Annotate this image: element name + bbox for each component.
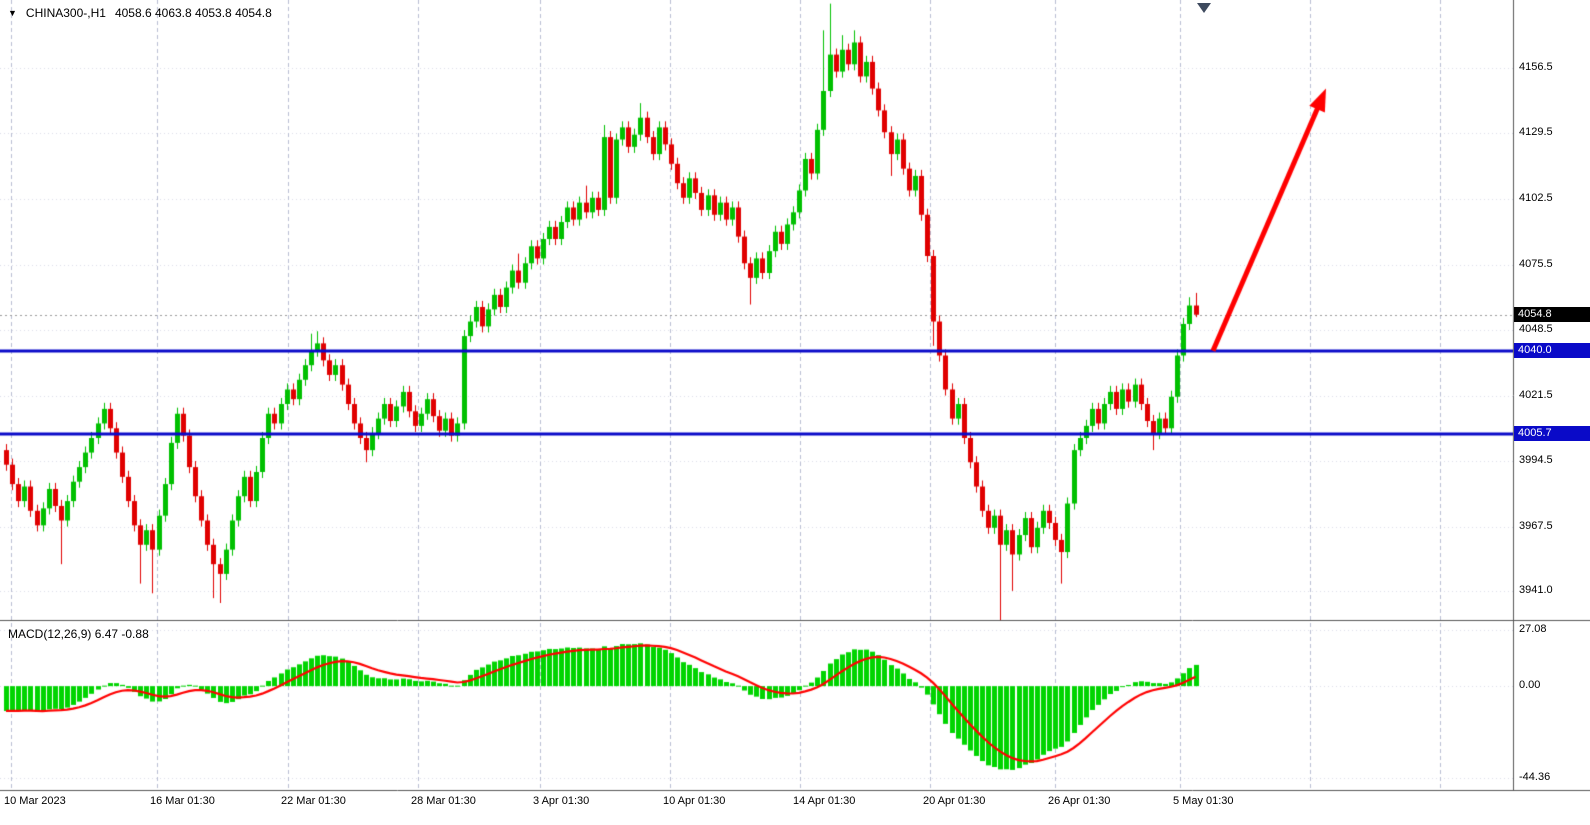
ohlc-readout: 4058.6 4063.8 4053.8 4054.8: [114, 6, 272, 20]
price-tick-label: 3994.5: [1519, 454, 1553, 467]
price-tick-label: 4021.5: [1519, 388, 1553, 401]
macd-tick-label: 0.00: [1519, 679, 1541, 692]
level-price-tag: 4005.7: [1514, 425, 1590, 441]
time-scale[interactable]: 10 Mar 2023 16 Mar 01:30 22 Mar 01:30 28 Ma…: [0, 792, 1513, 818]
time-tick-label: 20 Apr 01:30: [923, 795, 986, 807]
time-tick-label: 26 Apr 01:30: [1048, 795, 1111, 807]
chart-shift-marker[interactable]: [1197, 3, 1211, 13]
symbol-marker-icon: ▼: [8, 8, 17, 18]
macd-tick-label: 27.08: [1519, 623, 1547, 636]
price-tick-label: 4048.5: [1519, 323, 1553, 336]
time-tick-label: 5 May 01:30: [1173, 795, 1234, 807]
current-price-tag: 4054.8: [1514, 306, 1590, 322]
time-tick-label: 10 Mar 2023: [4, 795, 66, 807]
symbol-info: ▼ CHINA300-,H1 4058.6 4063.8 4053.8 4054…: [8, 6, 272, 20]
price-tick-label: 3967.5: [1519, 519, 1553, 532]
macd-tick-label: -44.36: [1519, 770, 1551, 783]
price-tick-label: 4102.5: [1519, 191, 1553, 204]
time-tick-label: 22 Mar 01:30: [281, 795, 346, 807]
macd-indicator-label: MACD(12,26,9) 6.47 -0.88: [8, 627, 149, 641]
price-scale[interactable]: 4156.5 4129.5 4102.5 4075.5 4048.5 4021.5 3994…: [1514, 0, 1590, 791]
time-tick-label: 16 Mar 01:30: [150, 795, 215, 807]
time-tick-label: 3 Apr 01:30: [533, 795, 590, 807]
symbol-timeframe-label: CHINA300-,H1: [25, 6, 106, 20]
time-tick-label: 14 Apr 01:30: [793, 795, 856, 807]
level-price-tag: 4040.0: [1514, 342, 1590, 358]
time-tick-label: 10 Apr 01:30: [663, 795, 726, 807]
price-tick-label: 3941.0: [1519, 583, 1553, 596]
price-tick-label: 4129.5: [1519, 126, 1553, 139]
price-tick-label: 4156.5: [1519, 60, 1553, 73]
price-tick-label: 4075.5: [1519, 257, 1553, 270]
time-tick-label: 28 Mar 01:30: [411, 795, 476, 807]
